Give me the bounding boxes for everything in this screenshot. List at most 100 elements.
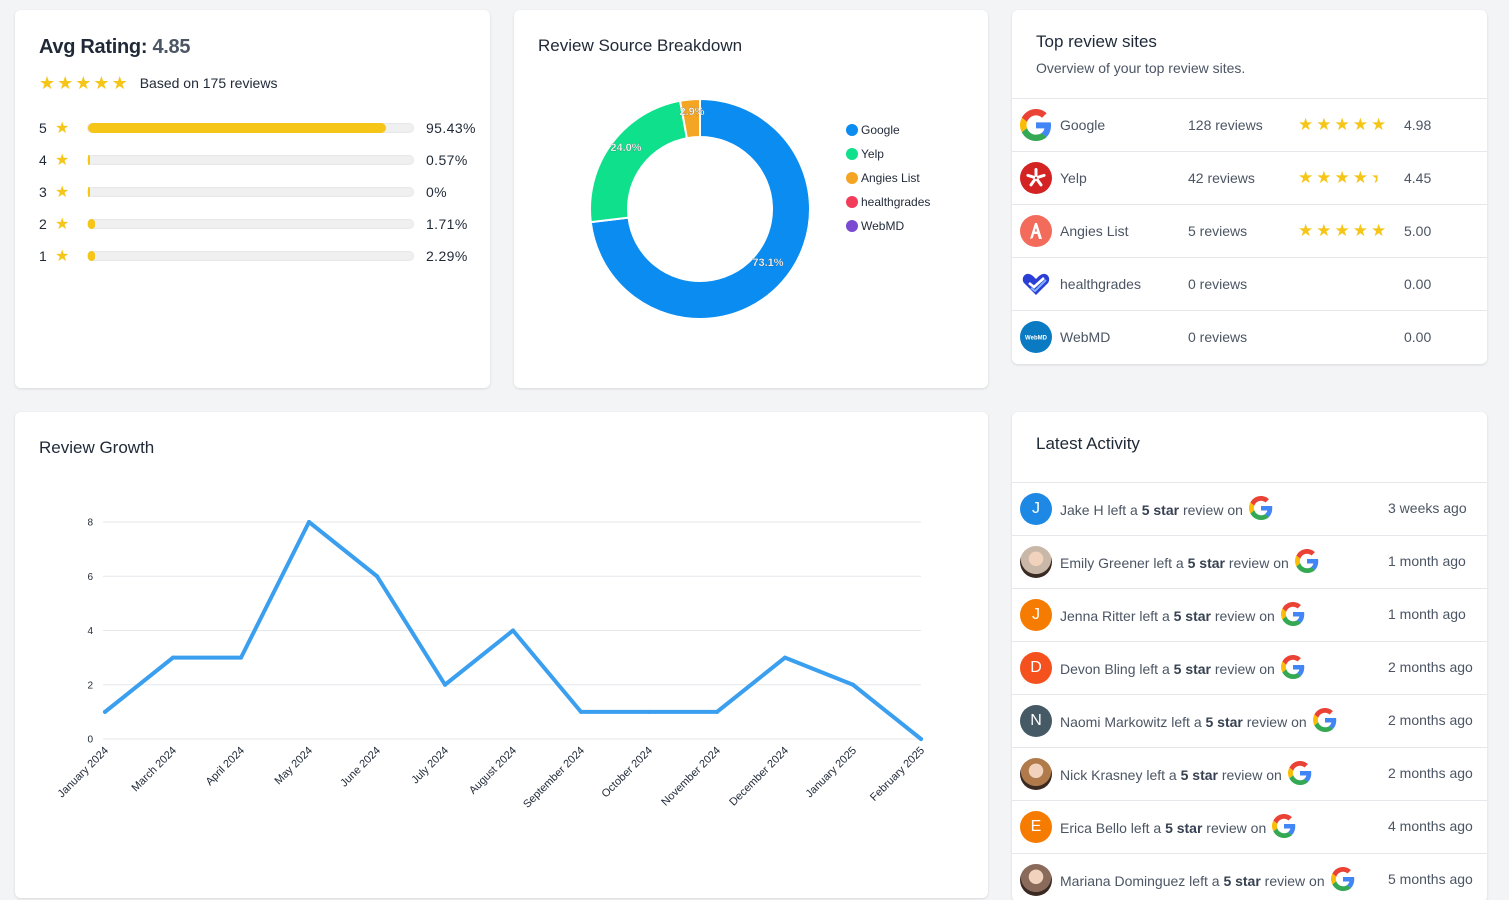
rating-row-stars: 4 (39, 152, 47, 168)
activity-star-count: 5 star (1205, 714, 1243, 731)
rating-row-percent: 2.29% (426, 248, 468, 264)
avatar: N (1020, 705, 1052, 737)
data-point[interactable] (171, 655, 175, 660)
star-icon: ★ (1334, 168, 1350, 187)
rating-row: 2 ★ 1.71% (39, 214, 479, 234)
google-icon (1020, 109, 1052, 141)
site-row-google[interactable]: Google 128 reviews ★ ★ ★ ★ ★ 4.98 (1012, 98, 1487, 151)
activity-text: Devon Bling left a 5 star review on (1060, 655, 1305, 682)
legend-swatch (846, 196, 858, 208)
yelp-icon (1020, 162, 1052, 194)
legend-label: Google (861, 123, 900, 137)
donut-legend: Google Yelp Angies List healthgrades WebMD (846, 118, 930, 238)
activity-tail: review on (1260, 873, 1325, 890)
star-icon: ★ (1371, 168, 1387, 187)
avatar (1020, 758, 1052, 790)
activity-item[interactable]: N Naomi Markowitz left a 5 star review on… (1012, 694, 1487, 747)
data-point[interactable] (239, 655, 243, 660)
activity-star-count: 5 star (1173, 608, 1211, 625)
data-point[interactable] (579, 709, 583, 714)
star-icon: ★ (1316, 221, 1332, 240)
activity-star-count: 5 star (1223, 873, 1261, 890)
google-icon (1280, 655, 1305, 682)
data-point[interactable] (511, 628, 515, 633)
data-point[interactable] (647, 709, 651, 714)
avg-rating-title: Avg Rating: 4.85 (39, 36, 190, 59)
google-icon (1287, 761, 1312, 788)
site-name: Google (1060, 117, 1106, 133)
star-icon: ★ (1316, 168, 1332, 187)
star-icon: ★ (1371, 221, 1387, 240)
avg-rating-stars: ★ ★ ★ ★ ★ Based on 175 reviews (39, 74, 277, 92)
activity-item[interactable]: Emily Greener left a 5 star review on 1 m… (1012, 535, 1487, 588)
site-row-webmd[interactable]: WebMD WebMD 0 reviews 0.00 (1012, 310, 1487, 363)
activity-time: 1 month ago (1388, 606, 1466, 622)
activity-tail: review on (1211, 661, 1275, 678)
google-icon (1280, 602, 1305, 629)
activity-text: Jenna Ritter left a 5 star review on (1060, 602, 1305, 629)
rating-bar-fill (88, 187, 90, 197)
data-point[interactable] (103, 709, 107, 714)
star-icon: ★ (39, 73, 56, 93)
legend-label: Angies List (861, 171, 920, 185)
legend-item[interactable]: healthgrades (846, 190, 930, 214)
google-icon (1272, 814, 1296, 841)
rating-bar-track (87, 251, 414, 261)
data-point[interactable] (919, 737, 923, 741)
donut-slice-google[interactable] (589, 97, 811, 320)
site-row-angies-list[interactable]: Angies List 5 reviews ★ ★ ★ ★ ★ 5.00 (1012, 204, 1487, 257)
rating-bar-fill (88, 155, 90, 165)
activity-star-count: 5 star (1173, 661, 1211, 678)
y-tick-label: 2 (87, 680, 93, 691)
donut-slice-yelp[interactable] (589, 99, 689, 224)
site-row-healthgrades[interactable]: healthgrades 0 reviews 0.00 (1012, 257, 1487, 310)
site-rating-stars: ★ ★ ★ ★ ★ (1298, 222, 1389, 240)
activity-text: Erica Bello left a 5 star review on (1060, 814, 1296, 841)
data-point[interactable] (307, 520, 311, 524)
activity-title: Latest Activity (1036, 434, 1140, 453)
y-tick-label: 4 (87, 626, 93, 637)
rating-row: 1 ★ 2.29% (39, 246, 479, 266)
legend-swatch (846, 172, 858, 184)
site-review-count: 42 reviews (1188, 170, 1255, 186)
data-point[interactable] (783, 655, 787, 660)
legend-swatch (846, 220, 858, 232)
based-on-text: Based on 175 reviews (139, 75, 278, 91)
data-point[interactable] (375, 574, 379, 579)
data-point[interactable] (851, 682, 855, 687)
donut-chart: 73.1% 24.0% 2.9% (589, 97, 811, 320)
rating-row-percent: 1.71% (426, 216, 468, 232)
site-row-yelp[interactable]: Yelp 42 reviews ★ ★ ★ ★ ★ 4.45 (1012, 151, 1487, 204)
data-point[interactable] (443, 682, 447, 687)
rating-row-stars: 5 (39, 120, 47, 136)
activity-item[interactable]: Nick Krasney left a 5 star review on 2 mo… (1012, 747, 1487, 800)
star-icon: ★ (93, 73, 110, 93)
star-icon: ★ (1371, 115, 1387, 134)
star-icon: ★ (1352, 168, 1368, 187)
activity-tail: review on (1217, 767, 1282, 784)
activity-time: 4 months ago (1388, 818, 1473, 834)
activity-item[interactable]: J Jake H left a 5 star review on 3 weeks a… (1012, 482, 1487, 535)
legend-item[interactable]: Yelp (846, 142, 930, 166)
activity-item[interactable]: Mariana Dominguez left a 5 star review o… (1012, 853, 1487, 900)
star-icon: ★ (1334, 115, 1350, 134)
legend-item[interactable]: Angies List (846, 166, 930, 190)
donut-slice-angies-list[interactable] (678, 97, 701, 140)
data-point[interactable] (715, 709, 719, 714)
activity-verb: left a (1142, 767, 1181, 784)
legend-item[interactable]: Google (846, 118, 930, 142)
activity-item[interactable]: E Erica Bello left a 5 star review on 4 mo… (1012, 800, 1487, 853)
site-score: 5.00 (1404, 223, 1432, 239)
activity-item[interactable]: D Devon Bling left a 5 star review on 2 mo… (1012, 641, 1487, 694)
rating-row-percent: 0% (426, 184, 448, 200)
star-icon: ★ (75, 73, 92, 93)
site-score: 4.98 (1404, 117, 1432, 133)
legend-label: WebMD (861, 219, 905, 233)
google-icon (1248, 496, 1273, 523)
activity-star-count: 5 star (1187, 555, 1225, 572)
x-tick-label: September 2024 (521, 745, 587, 811)
donut-data-label: 2.9% (679, 106, 704, 118)
legend-item[interactable]: WebMD (846, 214, 930, 238)
activity-time: 5 months ago (1388, 871, 1473, 887)
activity-item[interactable]: J Jenna Ritter left a 5 star review on 1 m… (1012, 588, 1487, 641)
